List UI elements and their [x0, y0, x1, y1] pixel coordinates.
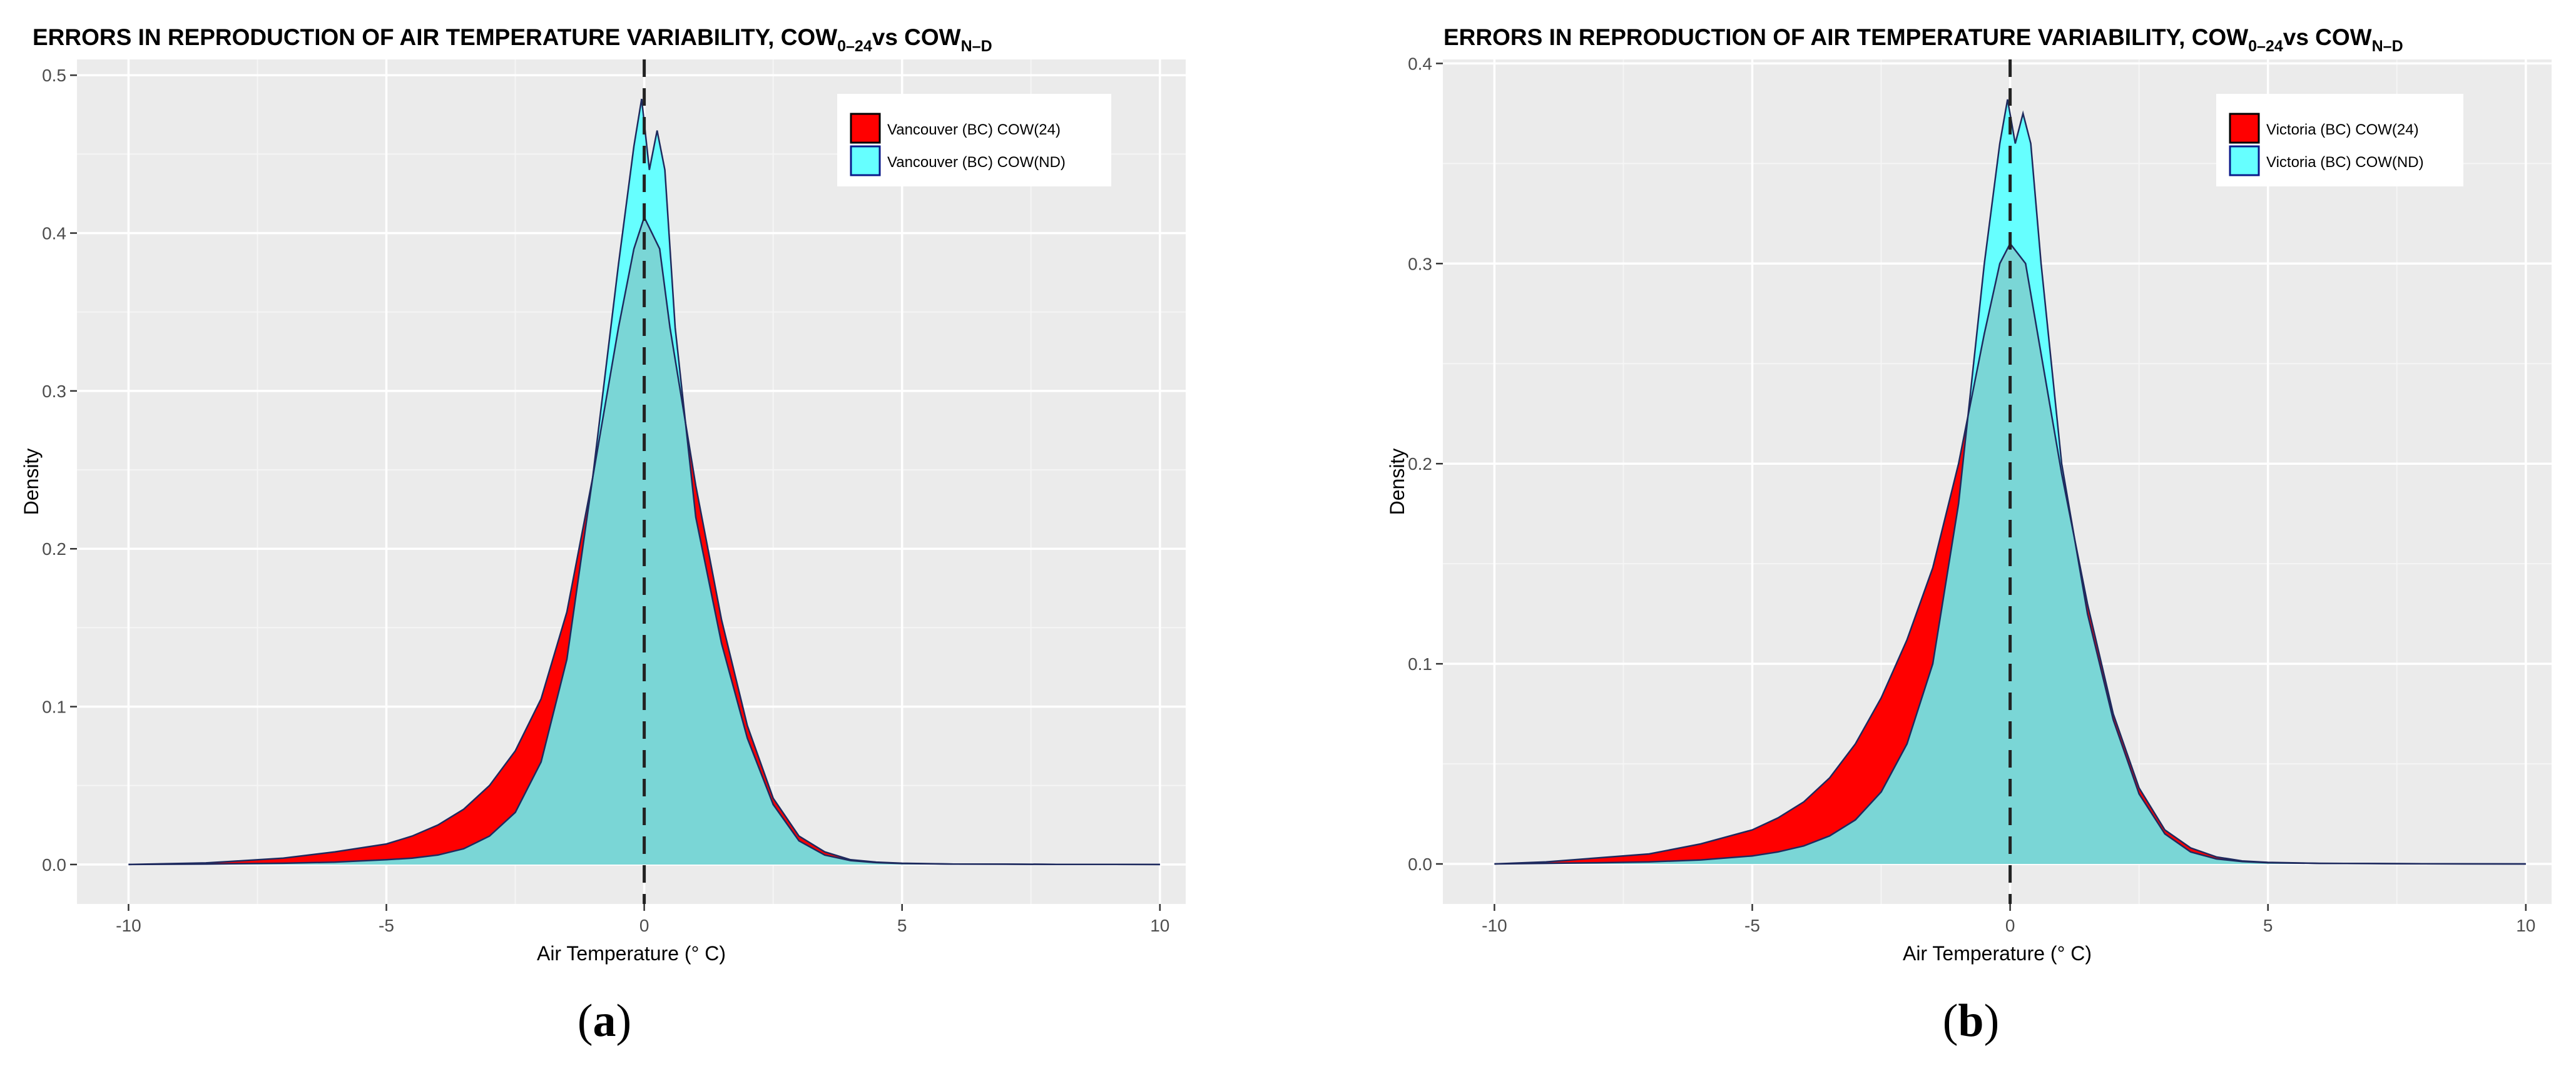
- y-axis-title: Density: [1386, 449, 1408, 515]
- x-tick-label: -5: [1744, 916, 1760, 935]
- y-tick-label: 0.4: [1408, 54, 1432, 73]
- x-axis-title: Air Temperature (° C): [537, 942, 726, 965]
- y-tick-label: 0.2: [1408, 454, 1432, 474]
- x-tick-label: 0: [639, 916, 649, 935]
- legend-label: Vancouver (BC) COW(ND): [887, 154, 1066, 171]
- x-tick-label: 5: [2263, 916, 2273, 935]
- x-tick-label: 10: [2516, 916, 2535, 935]
- y-tick-label: 0.4: [42, 224, 66, 243]
- y-tick-label: 0.0: [1408, 855, 1432, 874]
- panel-label-b: (b): [1942, 995, 2000, 1047]
- x-tick-label: -10: [116, 916, 141, 935]
- y-axis-title: Density: [20, 449, 43, 515]
- y-tick-label: 0.1: [1408, 654, 1432, 674]
- legend-key-cow24: [2229, 113, 2260, 144]
- y-tick-label: 0.3: [1408, 254, 1432, 273]
- legend: Victoria (BC) COW(24) Victoria (BC) COW(N…: [2216, 94, 2463, 186]
- chart-title: ERRORS IN REPRODUCTION OF AIR TEMPERATUR…: [33, 24, 992, 55]
- legend-key-cow24: [850, 113, 881, 144]
- x-tick-label: -10: [1482, 916, 1507, 935]
- legend-label: Vancouver (BC) COW(24): [887, 121, 1061, 138]
- x-axis-title: Air Temperature (° C): [1903, 942, 2092, 965]
- title-part: ERRORS IN REPRODUCTION OF AIR TEMPERATUR…: [1443, 24, 2248, 50]
- y-tick-label: 0.3: [42, 382, 66, 401]
- y-tick-label: 0.0: [42, 855, 66, 875]
- legend-label: Victoria (BC) COW(ND): [2266, 154, 2424, 171]
- x-tick-label: 10: [1150, 916, 1169, 935]
- x-tick-label: -5: [379, 916, 394, 935]
- density-overlap-area: [128, 217, 1160, 865]
- title-subscript: N–D: [961, 38, 992, 55]
- title-subscript: N–D: [2372, 38, 2403, 55]
- y-tick-label: 0.5: [42, 66, 66, 85]
- chart-panel-a: ERRORS IN REPRODUCTION OF AIR TEMPERATUR…: [20, 24, 1186, 965]
- panel-label-a: (a): [577, 995, 632, 1047]
- legend-box: [837, 94, 1111, 186]
- y-tick-label: 0.1: [42, 698, 66, 717]
- title-part: ERRORS IN REPRODUCTION OF AIR TEMPERATUR…: [33, 24, 837, 50]
- chart-title: ERRORS IN REPRODUCTION OF AIR TEMPERATUR…: [1443, 24, 2403, 55]
- legend-label: Victoria (BC) COW(24): [2266, 121, 2419, 138]
- legend-key-cownd: [850, 145, 881, 176]
- title-subscript: 0–24: [837, 38, 872, 55]
- legend-key-cownd: [2229, 145, 2260, 176]
- title-subscript: 0–24: [2248, 38, 2283, 55]
- legend: Vancouver (BC) COW(24) Vancouver (BC) COW…: [837, 94, 1111, 186]
- y-tick-label: 0.2: [42, 539, 66, 559]
- title-part: vs COW: [2283, 24, 2372, 50]
- x-tick-label: 0: [2005, 916, 2015, 935]
- x-tick-label: 5: [897, 916, 907, 935]
- title-part: vs COW: [872, 24, 961, 50]
- chart-panel-b: ERRORS IN REPRODUCTION OF AIR TEMPERATUR…: [1386, 24, 2552, 965]
